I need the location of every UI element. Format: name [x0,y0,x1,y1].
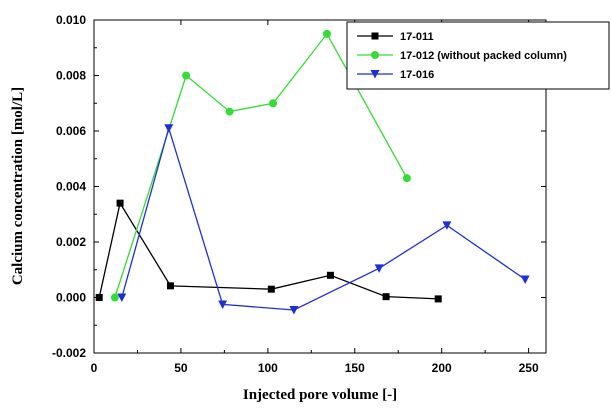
legend-item-0: 17-011 [357,31,434,43]
y-tick-label: 0.008 [56,69,86,83]
x-axis-title: Injected pore volume [-] [243,387,397,403]
data-point [434,295,442,303]
data-point [289,305,299,315]
data-point [322,29,331,38]
data-point [95,294,103,301]
data-point [402,174,411,183]
series-line [98,201,439,300]
data-point [116,199,124,207]
y-tick-label: 0.000 [56,291,86,305]
series-layer [95,29,530,315]
data-point [382,293,390,301]
series-1 [110,29,411,302]
y-tick-label: 0.004 [56,180,86,194]
data-point [117,293,127,302]
data-point [110,293,119,302]
x-tick-label: 0 [91,361,98,375]
y-tick-label: 0.010 [56,13,86,27]
legend-label: 17-016 [400,69,434,81]
data-point [326,271,334,279]
data-point [520,275,530,284]
x-tick-label: 150 [345,361,365,375]
legend-item-1: 17-012 (without packed column) [357,50,567,62]
x-tick-label: 50 [174,361,188,375]
y-tick-label: -0.002 [52,346,86,360]
legend-marker [371,32,379,40]
axis-ticks: 0 50 100 150 200 250 -0.002 0.000 0.002 0.004 0.00… [52,13,546,375]
series-2 [117,124,530,315]
x-tick-label: 200 [432,361,452,375]
data-point [164,124,174,133]
series-line [114,32,408,298]
data-point [166,282,174,290]
data-point [442,221,452,230]
legend-item-2: 17-016 [357,69,434,81]
x-tick-label: 100 [258,361,278,375]
data-point [269,99,278,108]
y-tick-label: 0.002 [56,235,86,249]
legend: 17-011 17-012 (without packed column) 17-0… [346,21,610,90]
y-tick-label: 0.006 [56,124,86,138]
legend-marker [371,51,379,59]
data-point [267,285,275,293]
data-point [374,264,384,273]
data-point [218,300,228,309]
y-axis-title: Calcium concentration [mol/L] [10,87,26,285]
legend-label: 17-011 [400,31,434,43]
x-tick-label: 250 [519,361,539,375]
legend-marker [370,70,380,79]
series-line [121,125,526,311]
data-point [182,71,191,80]
legend-label: 17-012 (without packed column) [400,50,567,62]
series-0 [95,199,442,303]
data-point [225,107,234,116]
